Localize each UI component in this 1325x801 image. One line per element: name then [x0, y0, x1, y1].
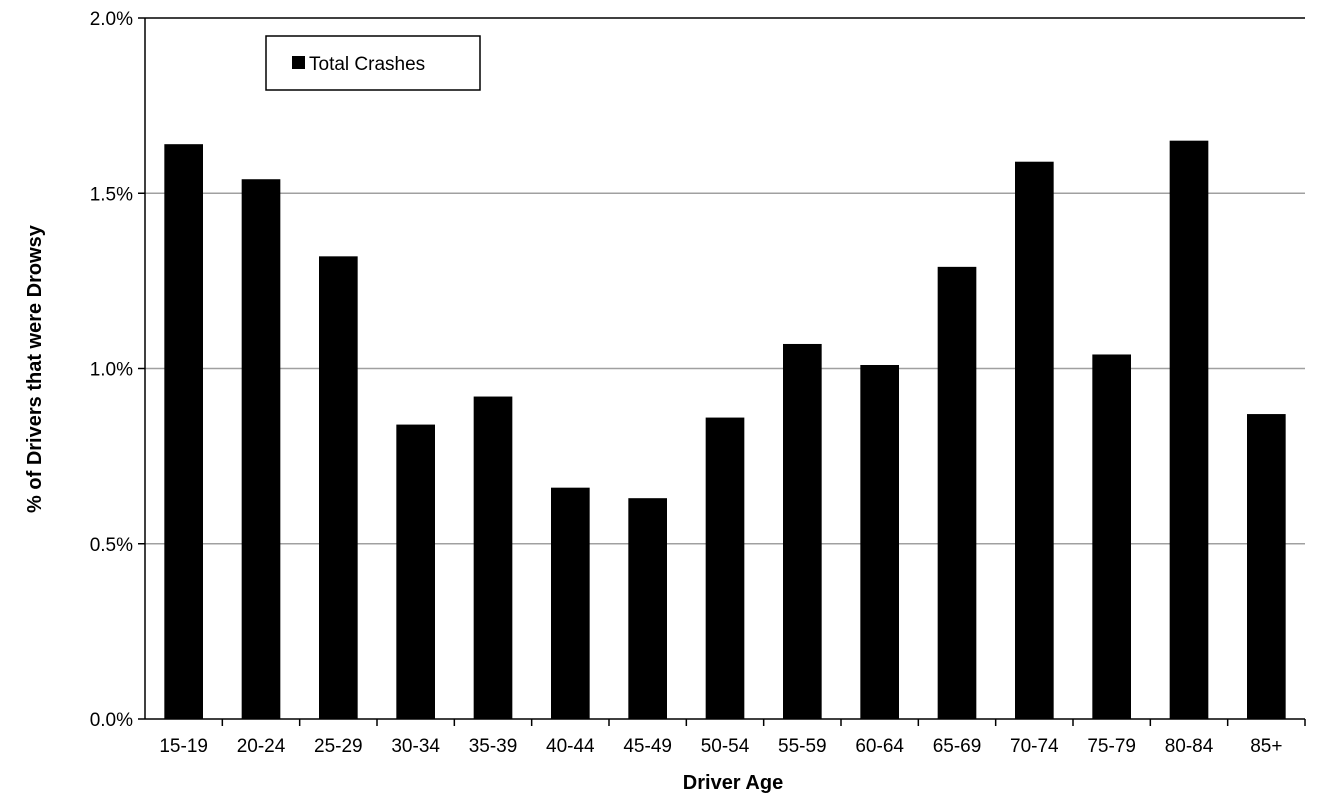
y-tick-label: 1.5%	[90, 184, 133, 205]
legend-swatch	[292, 56, 305, 69]
bar-85+	[1247, 414, 1286, 719]
bars	[164, 140, 1286, 720]
x-axis-title: Driver Age	[683, 772, 783, 794]
x-tick-label: 60-64	[855, 736, 904, 757]
axes	[138, 17, 1306, 726]
x-tick-label: 75-79	[1087, 736, 1136, 757]
x-tick-label: 65-69	[933, 736, 982, 757]
y-axis-title: % of Drivers that were Drowsy	[24, 224, 46, 513]
legend-label: Total Crashes	[309, 54, 425, 75]
x-tick-label: 15-19	[159, 736, 208, 757]
x-tick-label: 55-59	[778, 736, 827, 757]
x-tick-label: 25-29	[314, 736, 363, 757]
bar-30-34	[396, 424, 435, 719]
bar-60-64	[860, 364, 899, 719]
x-tick-label: 30-34	[391, 736, 440, 757]
bar-15-19	[164, 144, 203, 719]
bar-45-49	[628, 498, 667, 719]
x-tick-label: 40-44	[546, 736, 595, 757]
x-tick-label: 70-74	[1010, 736, 1059, 757]
bar-40-44	[551, 487, 590, 719]
y-tick-label: 1.0%	[90, 360, 133, 381]
x-tick-label: 80-84	[1165, 736, 1214, 757]
x-tick-label: 35-39	[469, 736, 518, 757]
bar-70-74	[1015, 161, 1054, 719]
tick-labels: 0.0% 0.5% 1.0% 1.5% 2.0% 15-19 20-24 25-29 30-34…	[90, 9, 1283, 757]
x-tick-label: 85+	[1250, 736, 1282, 757]
x-tick-label: 45-49	[623, 736, 672, 757]
y-tick-label: 0.0%	[90, 710, 133, 731]
bar-55-59	[783, 343, 822, 719]
y-tick-label: 0.5%	[90, 535, 133, 556]
bar-75-79	[1092, 354, 1131, 719]
x-tick-label: 20-24	[237, 736, 286, 757]
legend: Total Crashes	[265, 35, 481, 91]
bar-50-54	[705, 417, 745, 719]
bar-25-29	[319, 256, 358, 719]
x-tick-label: 50-54	[701, 736, 750, 757]
bar-35-39	[473, 396, 513, 719]
bar-65-69	[937, 266, 977, 719]
bar-80-84	[1169, 140, 1209, 720]
bar-20-24	[241, 179, 281, 720]
y-tick-label: 2.0%	[90, 9, 133, 30]
